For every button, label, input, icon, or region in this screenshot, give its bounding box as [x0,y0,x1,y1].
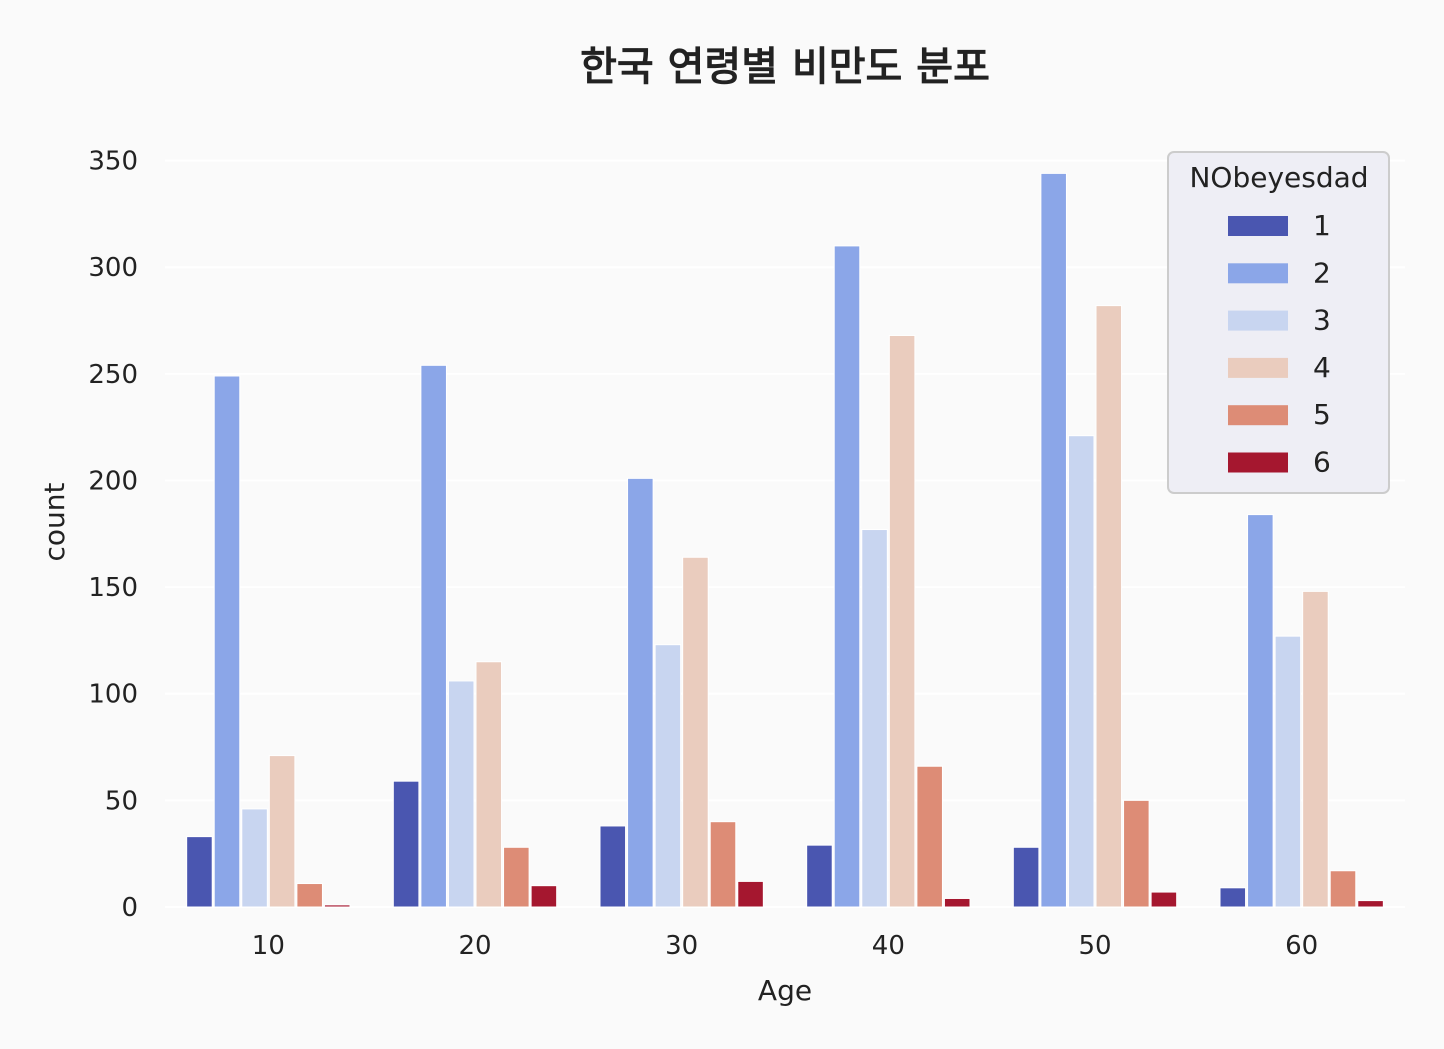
legend-swatch-5 [1228,405,1288,426]
y-tick-label: 350 [88,147,138,177]
bar-60-3 [1274,635,1302,908]
bars [186,172,1384,908]
y-tick-label: 250 [88,360,138,390]
legend-swatch-4 [1228,357,1288,378]
legend: NObeyesdad 1 2 3 4 5 6 [1167,151,1390,494]
bar-20-4 [475,661,503,908]
bar-40-3 [861,529,888,908]
legend-label-3: 3 [1313,304,1331,337]
bar-40-4 [888,334,916,908]
legend-label-5: 5 [1313,398,1331,431]
legend-swatch-1 [1228,216,1288,236]
bar-40-2 [833,245,861,908]
bar-60-2 [1247,514,1274,908]
bar-10-5 [296,883,323,908]
x-tick-label: 60 [1285,931,1318,961]
bar-60-4 [1302,590,1329,908]
bar-20-3 [447,680,475,908]
bar-10-4 [268,755,296,908]
y-tick-label: 100 [88,680,138,710]
legend-label-6: 6 [1313,446,1331,479]
bar-20-6 [530,885,558,908]
y-tick-label: 300 [88,253,138,283]
bar-50-4 [1095,305,1123,908]
y-axis-label: count [38,482,71,561]
x-tick-label: 10 [252,931,285,961]
x-tick-labels: 10 20 30 40 50 60 [252,931,1318,961]
bar-10-2 [213,375,241,908]
bar-50-5 [1123,799,1150,908]
bar-60-1 [1219,887,1247,908]
y-tick-label: 50 [105,786,138,816]
bar-20-2 [420,364,447,908]
chart-title: 한국 연령별 비만도 분포 [580,44,990,90]
bar-20-5 [503,846,530,908]
x-axis-label: Age [758,974,812,1007]
bar-20-1 [392,780,420,908]
legend-swatch-6 [1228,452,1288,473]
y-tick-label: 0 [121,893,138,923]
y-tick-label: 150 [88,573,138,603]
legend-swatch-2 [1228,263,1288,284]
legend-label-1: 1 [1313,209,1331,242]
bar-30-1 [599,825,627,908]
bar-50-3 [1067,435,1095,908]
bar-10-3 [241,808,268,908]
y-tick-labels: 0 50 100 150 200 250 300 350 [88,147,138,923]
legend-swatch-3 [1228,310,1288,331]
bar-50-2 [1040,172,1067,908]
bar-40-5 [916,765,943,908]
bar-40-6 [943,897,971,908]
bar-10-6 [323,904,351,908]
x-tick-label: 50 [1078,931,1111,961]
bar-30-6 [737,880,764,908]
y-tick-label: 200 [88,466,138,496]
bar-50-1 [1012,846,1040,908]
bar-30-5 [709,821,737,908]
legend-label-2: 2 [1313,256,1331,289]
bar-10-1 [186,836,213,908]
bar-30-4 [682,556,709,908]
bar-60-5 [1329,870,1357,908]
bar-40-1 [806,844,833,908]
legend-items: 1 2 3 4 5 6 [1228,209,1331,479]
bar-60-6 [1357,900,1384,908]
x-tick-label: 40 [872,931,905,961]
x-tick-label: 30 [665,931,698,961]
bar-30-2 [627,477,654,908]
legend-title: NObeyesdad [1189,161,1368,194]
legend-label-4: 4 [1313,351,1331,384]
bar-50-6 [1150,891,1178,908]
x-tick-label: 20 [458,931,491,961]
bar-30-3 [654,644,682,908]
